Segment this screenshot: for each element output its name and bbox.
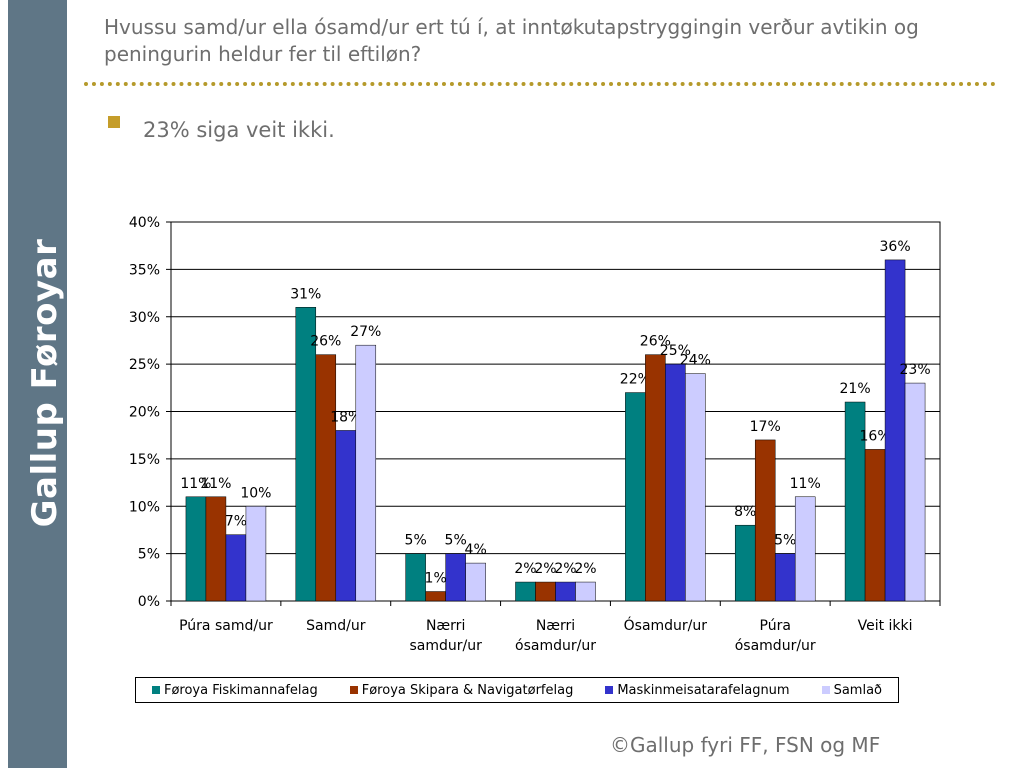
data-label: 4%	[465, 542, 487, 558]
data-label: 7%	[225, 514, 247, 530]
y-tick-label: 15%	[129, 452, 160, 468]
data-label: 2%	[554, 561, 576, 577]
legend-item: Føroya Fiskimannafelag	[151, 682, 318, 698]
legend-item: Maskinmeisatarafelagnum	[605, 682, 790, 698]
data-label: 1%	[425, 571, 447, 587]
bar	[665, 363, 686, 602]
bar	[685, 373, 706, 602]
y-tick-label: 40%	[129, 215, 160, 231]
data-label: 18%	[330, 409, 361, 425]
bar	[245, 506, 267, 602]
legend-swatch	[821, 686, 830, 694]
bar	[465, 562, 486, 602]
bar	[335, 430, 357, 602]
bar	[315, 354, 337, 602]
x-tick-label: Veit ikki	[858, 618, 913, 634]
data-label: 17%	[750, 419, 781, 435]
data-label: 2%	[574, 561, 596, 577]
x-tick-label: Púra	[760, 618, 791, 634]
data-label: 23%	[900, 362, 931, 378]
bar	[734, 524, 756, 602]
bar	[515, 581, 536, 602]
y-tick-label: 25%	[129, 357, 160, 373]
bar	[645, 354, 666, 602]
bar	[535, 581, 556, 602]
legend-label: Samlað	[833, 682, 882, 698]
bar	[295, 307, 317, 602]
bullet-square-icon	[108, 116, 120, 128]
y-tick-label: 30%	[129, 310, 160, 326]
data-label: 27%	[350, 324, 381, 340]
x-tick-label: Nærri	[426, 618, 465, 634]
slide-title: Hvussu samd/ur ella ósamd/ur ert tú í, a…	[104, 15, 919, 66]
data-label: 5%	[445, 533, 467, 549]
data-label: 11%	[180, 476, 211, 492]
bar	[445, 553, 466, 602]
bar	[355, 344, 377, 602]
bar	[794, 496, 816, 602]
y-tick-label: 5%	[138, 547, 160, 563]
bar	[205, 496, 227, 602]
data-label: 21%	[840, 381, 871, 397]
data-label: 31%	[290, 286, 321, 302]
bar	[225, 534, 247, 602]
data-label: 24%	[680, 353, 711, 369]
legend-swatch	[605, 686, 614, 694]
bar	[555, 581, 576, 602]
y-tick-label: 10%	[129, 499, 160, 515]
y-tick-label: 0%	[138, 594, 160, 610]
data-label: 11%	[790, 476, 821, 492]
data-label: 8%	[734, 504, 756, 520]
data-label: 5%	[405, 533, 427, 549]
data-label: 11%	[200, 476, 231, 492]
x-tick-label: Samd/ur	[306, 618, 366, 634]
bar	[884, 259, 906, 602]
x-tick-label: Ósamdur/ur	[624, 616, 708, 634]
bar	[185, 496, 207, 602]
x-tick-label: ósamdur/ur	[515, 638, 596, 654]
x-tick-label: Nærri	[536, 618, 575, 634]
x-tick-label: ósamdur/ur	[735, 638, 816, 654]
legend-swatch	[349, 686, 358, 694]
legend-item: Samlað	[821, 682, 882, 698]
legend-label: Føroya Skipara & Navigatørfelag	[361, 682, 574, 698]
data-label: 26%	[310, 334, 341, 350]
bar	[625, 392, 646, 602]
legend-label: Maskinmeisatarafelagnum	[617, 682, 790, 698]
data-label: 36%	[880, 239, 911, 255]
data-label: 16%	[860, 428, 891, 444]
legend-swatch	[151, 686, 160, 694]
bar	[904, 382, 926, 602]
data-label: 25%	[660, 343, 691, 359]
x-tick-label: Púra samd/ur	[179, 618, 273, 634]
title-divider	[84, 82, 996, 86]
bar	[774, 553, 796, 602]
legend-item: Føroya Skipara & Navigatørfelag	[349, 682, 574, 698]
data-label: 10%	[240, 485, 271, 501]
data-label: 2%	[534, 561, 556, 577]
data-label: 5%	[774, 533, 796, 549]
sidebar: Gallup Føroyar	[8, 0, 67, 768]
data-label: 22%	[620, 372, 651, 388]
y-tick-label: 35%	[129, 262, 160, 278]
copyright-footer: ©Gallup fyri FF, FSN og MF	[610, 733, 881, 757]
x-tick-label: samdur/ur	[409, 638, 482, 654]
data-label: 26%	[640, 334, 671, 350]
y-tick-label: 20%	[129, 405, 160, 421]
bar	[864, 449, 886, 602]
bullet-text: 23% siga veit ikki.	[143, 118, 335, 142]
chart-legend: Føroya Fiskimannafelag Føroya Skipara & N…	[135, 677, 899, 703]
data-label: 2%	[514, 561, 536, 577]
bar	[405, 553, 426, 602]
legend-label: Føroya Fiskimannafelag	[163, 682, 318, 698]
bar	[425, 591, 446, 602]
bar	[754, 439, 776, 602]
bar	[575, 581, 596, 602]
